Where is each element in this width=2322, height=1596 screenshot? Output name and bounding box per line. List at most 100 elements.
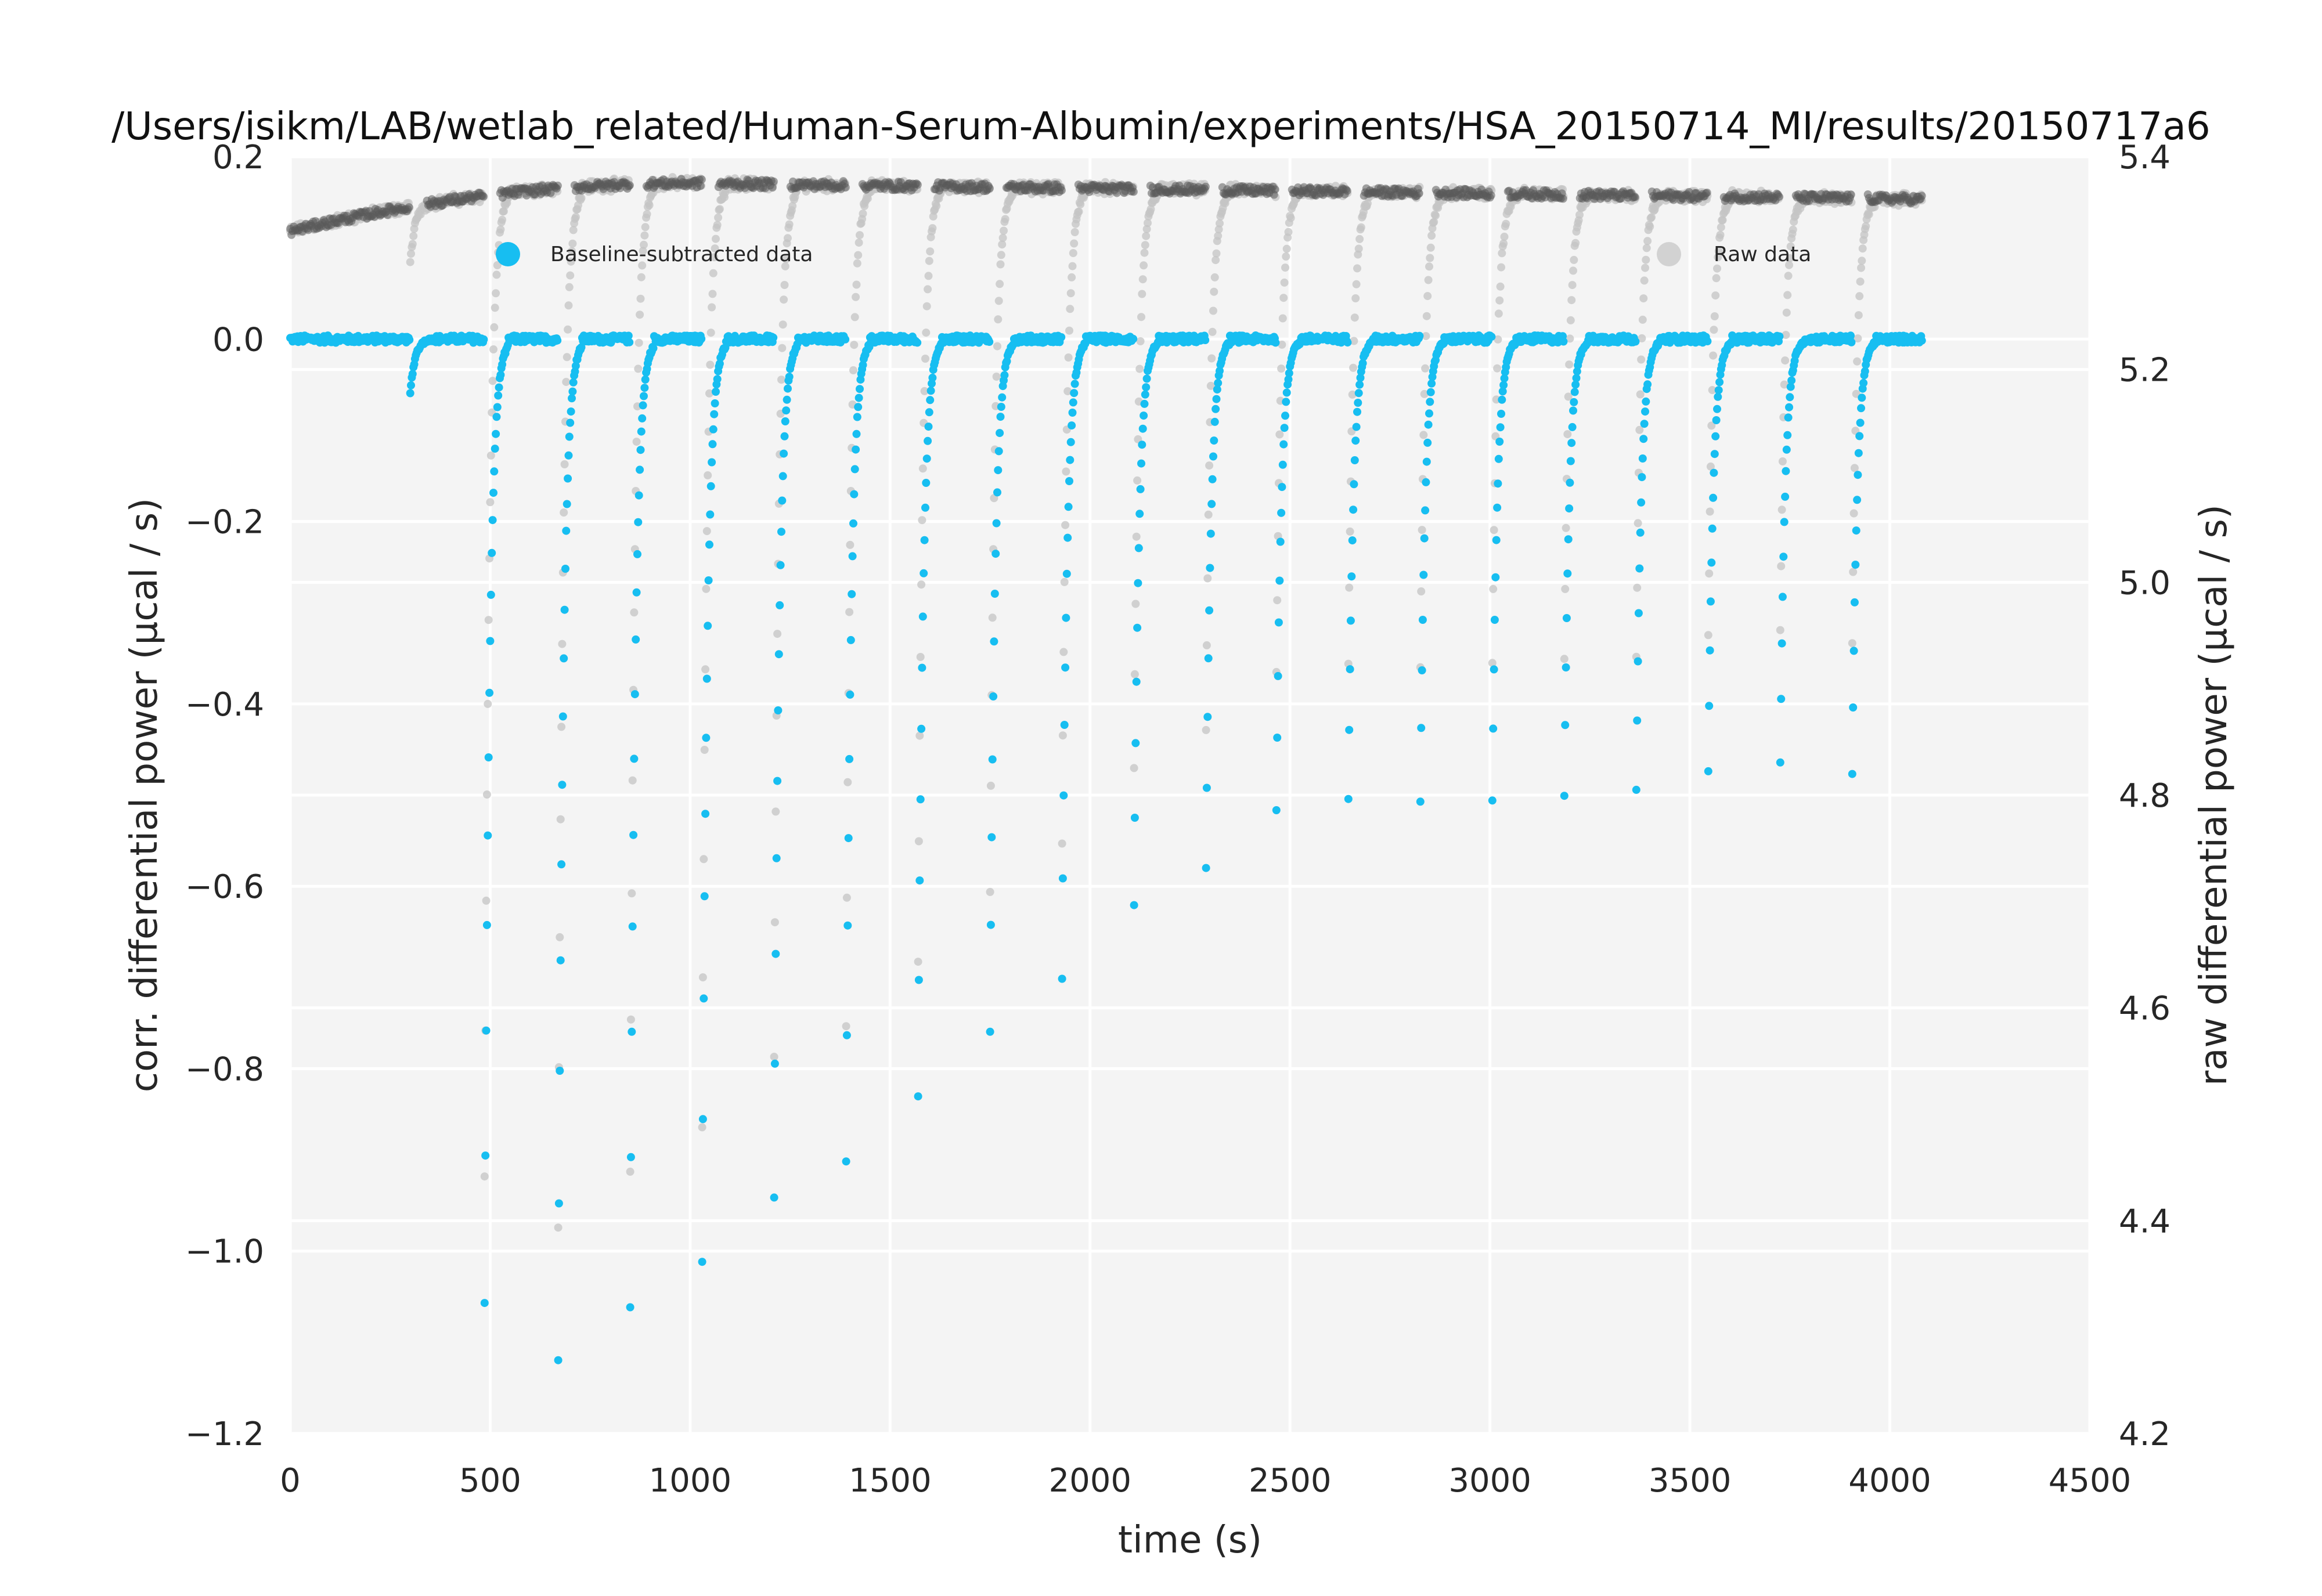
raw-point [496, 225, 505, 234]
raw-point [560, 460, 569, 468]
raw-point [1419, 431, 1428, 439]
raw-point [409, 232, 418, 240]
corr-point [774, 706, 783, 714]
raw-point [859, 210, 867, 218]
corr-point [568, 394, 576, 403]
corr-point [1133, 623, 1142, 632]
corr-point [1495, 438, 1504, 446]
raw-point [918, 464, 927, 473]
raw-baseline-point [913, 180, 922, 189]
corr-point [1419, 570, 1428, 579]
corr-point [1137, 459, 1145, 468]
raw-baseline-point [768, 183, 777, 192]
corr-point [494, 391, 503, 400]
raw-point [1714, 253, 1722, 262]
corr-point [407, 381, 415, 389]
corr-point [1493, 503, 1502, 512]
corr-point [1640, 420, 1649, 428]
corr-point [841, 335, 850, 344]
raw-baseline-point [1917, 192, 1926, 200]
raw-point [1146, 205, 1155, 214]
raw-point [1638, 315, 1647, 324]
corr-point [921, 503, 929, 512]
raw-point [1062, 467, 1070, 476]
raw-point [569, 226, 578, 234]
corr-point [914, 1092, 922, 1101]
corr-point [1494, 454, 1503, 463]
raw-point [852, 280, 861, 289]
raw-point [1346, 527, 1354, 536]
raw-point [1137, 313, 1145, 322]
raw-point [994, 315, 1003, 324]
corr-point [1426, 388, 1435, 396]
corr-point [486, 637, 495, 645]
corr-point [1704, 767, 1712, 775]
raw-point [1066, 289, 1075, 298]
raw-point [782, 255, 791, 263]
raw-point [1778, 457, 1787, 465]
raw-point [914, 837, 923, 846]
corr-point [1134, 579, 1142, 587]
raw-point [1637, 355, 1646, 364]
raw-point [1568, 281, 1577, 290]
raw-point [1636, 390, 1645, 399]
raw-point [998, 240, 1007, 249]
corr-point [698, 1115, 707, 1124]
raw-point [714, 214, 723, 222]
raw-point [486, 451, 495, 460]
corr-point [1713, 405, 1721, 413]
corr-point [1210, 436, 1218, 445]
raw-point [1212, 256, 1220, 265]
corr-point [1572, 374, 1581, 382]
corr-point [1632, 785, 1640, 794]
raw-point [1704, 631, 1712, 640]
raw-point [1142, 225, 1151, 233]
raw-point [1560, 655, 1569, 663]
corr-point [1489, 724, 1498, 733]
corr-point [636, 446, 645, 454]
corr-point [1490, 665, 1498, 674]
raw-point [408, 240, 417, 248]
raw-point [1717, 223, 1725, 232]
raw-point [1427, 232, 1436, 240]
corr-point [557, 860, 566, 869]
corr-point [922, 454, 931, 463]
corr-point [1141, 390, 1149, 399]
raw-point [577, 194, 586, 203]
raw-point [850, 341, 859, 349]
raw-point [920, 387, 929, 395]
raw-baseline-point [1559, 194, 1567, 203]
corr-point [488, 548, 496, 557]
corr-point [1140, 411, 1148, 420]
raw-baseline-point [625, 181, 634, 190]
raw-point [1497, 263, 1505, 272]
corr-point [560, 654, 568, 663]
corr-point [1343, 338, 1352, 347]
raw-point [1064, 353, 1073, 362]
raw-point [626, 1015, 635, 1024]
corr-point [1135, 510, 1144, 518]
raw-point [1348, 390, 1357, 399]
corr-point [1570, 388, 1579, 396]
raw-point [560, 508, 568, 517]
corr-point [781, 417, 789, 425]
corr-point [1206, 564, 1214, 572]
corr-point [1352, 423, 1361, 431]
corr-point [844, 834, 853, 843]
raw-point [1566, 334, 1574, 343]
raw-point [1204, 510, 1213, 519]
raw-point [1354, 244, 1363, 253]
raw-point [1710, 326, 1718, 334]
corr-point [708, 440, 717, 449]
corr-point [1492, 536, 1501, 544]
raw-point [645, 201, 654, 210]
corr-point [1345, 725, 1354, 734]
raw-point [915, 731, 924, 740]
raw-point [856, 231, 864, 240]
corr-point [1136, 485, 1145, 493]
raw-point [1132, 532, 1141, 541]
corr-point [1355, 380, 1364, 389]
raw-point [1489, 584, 1498, 593]
raw-point [640, 231, 649, 240]
raw-point [1569, 266, 1577, 275]
